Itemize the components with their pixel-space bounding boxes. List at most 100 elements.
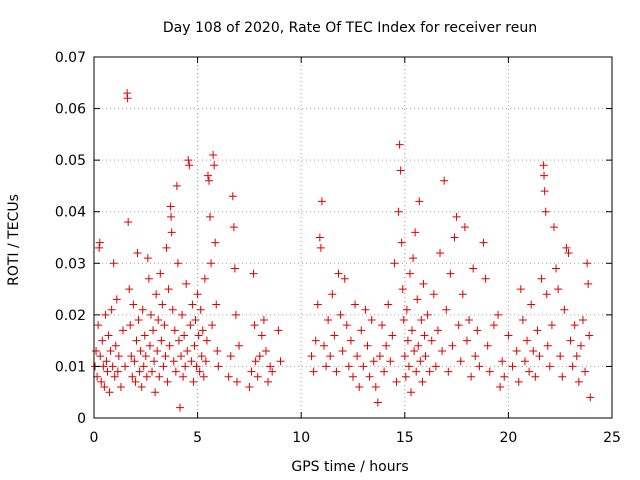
data-point [131,377,140,386]
data-point [431,362,440,371]
data-point [255,352,264,361]
data-point [540,171,549,180]
data-point [572,352,581,361]
data-point [369,357,378,366]
data-point [92,346,101,355]
x-axis-ticks: 0 5 10 15 20 25 [90,57,621,446]
data-point [401,372,410,381]
data-point [182,279,191,288]
data-point [504,331,513,340]
data-point [518,316,527,325]
data-point [187,357,196,366]
x-axis-label: GPS time / hours [291,459,408,475]
data-point [136,346,145,355]
data-point [141,352,150,361]
data-point [531,372,540,381]
grid-lines [94,57,612,418]
data-point [209,150,218,159]
data-point [436,248,445,257]
data-point [151,388,160,397]
data-point [109,259,118,268]
data-point [570,321,579,330]
data-point [585,331,594,340]
data-point [159,362,168,371]
data-point [342,321,351,330]
data-point [165,341,174,350]
data-point [266,362,275,371]
data-point [420,331,429,340]
data-point [199,372,208,381]
data-point [125,285,134,294]
data-point [583,259,592,268]
data-point [167,212,176,221]
data-point [224,372,233,381]
data-point [148,367,157,376]
y-tick-label: 0.03 [55,256,86,272]
data-point [207,259,216,268]
data-point [322,362,331,371]
data-point [392,377,401,386]
y-axis-label: ROTI / TECUs [6,194,22,286]
data-point [274,326,283,335]
data-point [119,326,128,335]
data-point [247,367,256,376]
data-point [111,341,120,350]
data-point [355,383,364,392]
data-point [394,207,403,216]
data-point [446,269,455,278]
data-point [584,279,593,288]
data-point [403,336,412,345]
data-point [319,341,328,350]
data-point [525,367,534,376]
data-point [167,228,176,237]
x-tick-label: 25 [603,430,621,446]
data-point [197,352,206,361]
data-point [144,274,153,283]
data-point [556,352,565,361]
data-point [529,346,538,355]
data-point [156,269,165,278]
data-point [554,285,563,294]
x-tick-label: 0 [90,430,99,446]
plot-frame [93,56,613,419]
data-point [226,352,235,361]
data-point [421,352,430,361]
data-point [353,352,362,361]
data-point [161,352,170,361]
data-point [113,367,122,376]
y-tick-label: 0.02 [55,308,86,324]
data-point [409,254,418,263]
data-point [276,357,285,366]
data-point [157,336,166,345]
data-point [346,336,355,345]
x-tick-label: 15 [396,430,414,446]
data-point [516,285,525,294]
data-point [214,362,223,371]
data-point [181,362,190,371]
x-tick-label: 5 [193,430,202,446]
data-point [173,259,182,268]
y-tick-label: 0.01 [55,359,86,375]
data-point [152,290,161,299]
data-point [102,357,111,366]
data-point [542,290,551,299]
data-point [128,372,137,381]
y-tick-label: 0.05 [55,153,86,169]
data-point [179,372,188,381]
data-point [138,305,147,314]
y-tick-label: 0.07 [55,50,86,66]
data-point [336,310,345,319]
data-point [568,362,577,371]
data-point [471,352,480,361]
data-point [475,362,484,371]
data-point [367,316,376,325]
data-point [400,352,409,361]
data-point [418,377,427,386]
data-point [211,238,220,247]
data-point [407,388,416,397]
data-point [465,316,474,325]
data-point [408,326,417,335]
data-point [564,248,573,257]
data-point [365,372,374,381]
data-point [162,243,171,252]
